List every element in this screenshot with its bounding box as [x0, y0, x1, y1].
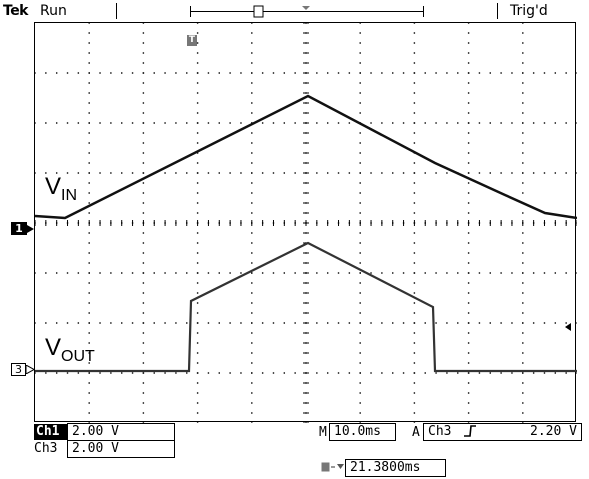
trigger-position-icon: T: [187, 35, 197, 46]
waveform-display: [34, 22, 577, 423]
trigger-point-arrow-icon: [302, 6, 310, 10]
timebase-prefix: M: [319, 425, 327, 440]
record-bar-left-bracket: [190, 6, 191, 17]
vout-label: VOUT: [45, 334, 95, 365]
brand-logo: Tek: [3, 3, 29, 19]
trigger-status: Trig'd: [510, 3, 548, 19]
vin-waveform: [35, 94, 577, 220]
record-position-markers: [253, 5, 310, 18]
trigger-delay: 21.3800ms: [345, 459, 446, 477]
record-length-bar: [190, 11, 424, 12]
vout-waveform: [35, 241, 577, 373]
rising-edge-icon: [464, 425, 477, 437]
ch3-ground-marker: 3: [11, 363, 26, 376]
ch3-marker-arrow-icon: [26, 365, 34, 374]
ch3-scale: 2.00 V: [67, 440, 175, 458]
acquisition-state: Run: [40, 3, 67, 19]
trigger-level-arrow-icon: [565, 323, 571, 331]
graticule-grid: [35, 23, 577, 423]
record-bar-right-bracket: [423, 6, 424, 17]
ch1-ground-marker: 1: [11, 222, 27, 235]
graticule: [35, 23, 577, 423]
vin-label: VIN: [45, 173, 78, 204]
timebase-value: 10.0ms: [329, 423, 396, 441]
ch1-scale: 2.00 V: [67, 423, 175, 441]
status-separator: [497, 3, 498, 19]
trigger-mode: A: [412, 425, 420, 440]
ch1-marker-arrow-icon: [27, 225, 34, 233]
ch3-label: Ch3: [34, 441, 58, 456]
status-separator: [116, 3, 117, 19]
trigger-readout: Ch3 2.20 V: [423, 423, 582, 441]
ch1-label: Ch1: [34, 424, 67, 440]
trigger-source: Ch3: [428, 424, 452, 439]
trigger-delay-icon: [321, 462, 344, 472]
trigger-level: 2.20 V: [530, 424, 577, 439]
record-position-trigger-icon: [253, 5, 264, 18]
